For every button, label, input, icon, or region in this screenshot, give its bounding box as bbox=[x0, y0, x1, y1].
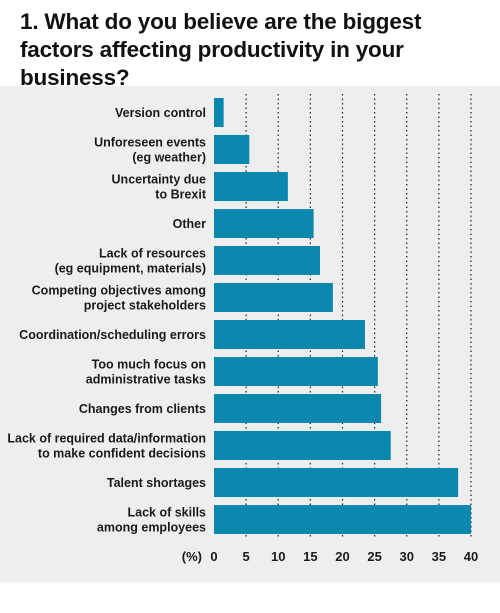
tick-label: 25 bbox=[367, 549, 381, 564]
category-label: Uncertainty due to Brexit bbox=[112, 173, 207, 202]
category-label: Talent shortages bbox=[107, 476, 206, 490]
category-label: Competing objectives among project stakeh… bbox=[32, 284, 206, 313]
tick-label: 30 bbox=[400, 549, 414, 564]
category-label: Coordination/scheduling errors bbox=[19, 328, 206, 342]
tick-label: 15 bbox=[303, 549, 317, 564]
bar bbox=[214, 98, 224, 127]
category-label: Other bbox=[173, 217, 206, 231]
tick-label: 0 bbox=[210, 549, 217, 564]
gridlines bbox=[245, 94, 472, 538]
bar bbox=[214, 172, 288, 201]
category-label: Unforeseen events (eg weather) bbox=[94, 136, 206, 165]
bar bbox=[214, 209, 314, 238]
chart-panel: Version control Unforeseen events (eg weat… bbox=[0, 86, 500, 582]
category-label: Changes from clients bbox=[79, 402, 206, 416]
category-labels: Version control Unforeseen events (eg weat… bbox=[7, 106, 206, 535]
bar bbox=[214, 320, 365, 349]
tick-label: 10 bbox=[271, 549, 285, 564]
chart-title: 1. What do you believe are the biggest f… bbox=[20, 9, 422, 90]
tick-label: 40 bbox=[464, 549, 478, 564]
category-label: Lack of skills among employees bbox=[97, 506, 206, 535]
x-axis: 0 5 10 15 20 25 30 35 40 (%) bbox=[182, 549, 478, 564]
tick-label: 5 bbox=[243, 549, 250, 564]
bar bbox=[214, 357, 378, 386]
category-label: Too much focus on administrative tasks bbox=[86, 358, 206, 387]
category-label: Version control bbox=[115, 106, 206, 120]
axis-unit-label: (%) bbox=[182, 549, 202, 564]
bar-chart: Version control Unforeseen events (eg weat… bbox=[7, 94, 478, 564]
tick-label: 35 bbox=[432, 549, 446, 564]
bar bbox=[214, 394, 382, 423]
category-label: Lack of resources (eg equipment, material… bbox=[55, 247, 206, 276]
bar bbox=[214, 505, 471, 534]
category-label: Lack of required data/information to make… bbox=[7, 432, 206, 461]
bar bbox=[214, 431, 391, 460]
bar bbox=[214, 246, 321, 275]
bar bbox=[214, 468, 459, 497]
tick-label: 20 bbox=[335, 549, 349, 564]
bar bbox=[214, 135, 250, 164]
bar bbox=[214, 283, 333, 312]
bars bbox=[214, 98, 471, 534]
